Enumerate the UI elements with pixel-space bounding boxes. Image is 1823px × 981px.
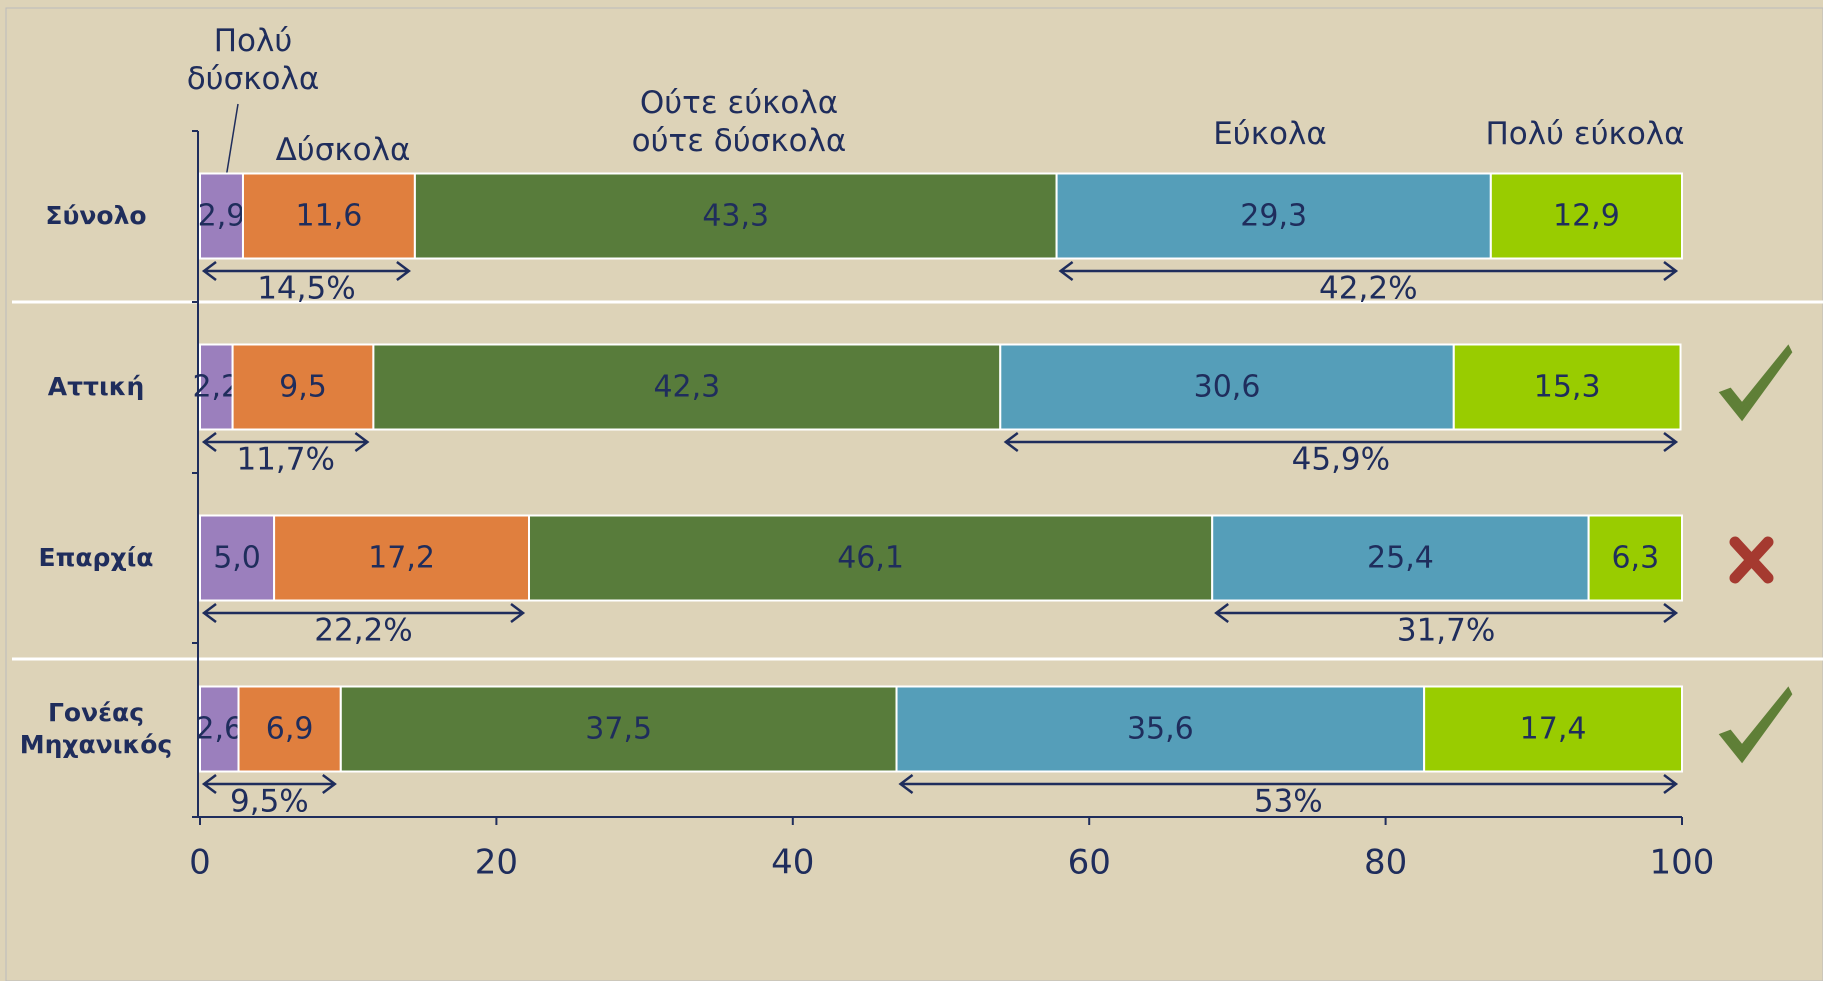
easy-arrow [1058, 261, 1679, 281]
difficult-arrow [201, 774, 337, 794]
value-label: 2,6 [195, 712, 243, 747]
x-tick-label: 100 [1650, 843, 1715, 883]
easy-arrow [898, 774, 1679, 794]
value-label: 37,5 [585, 712, 652, 747]
bar-segment [199, 172, 244, 260]
value-label: 17,2 [368, 541, 435, 576]
bar-segment [1587, 514, 1684, 602]
value-label: 35,6 [1127, 712, 1194, 747]
legend-label: Δύσκολα [275, 132, 411, 168]
value-label: 2,9 [198, 199, 246, 234]
value-label: 12,9 [1553, 199, 1620, 234]
total-label: 42,2% [1319, 271, 1417, 307]
category-label: Αττική [47, 372, 145, 401]
value-label: 25,4 [1367, 541, 1434, 576]
easy-arrow [1214, 603, 1679, 623]
total-label: 14,5% [257, 271, 355, 307]
legend-label: Πολύ δύσκολα [186, 23, 320, 97]
bar-segment [339, 685, 898, 773]
x-tick-label: 60 [1068, 843, 1111, 883]
legend-label: Ούτε εύκολα ούτε δύσκολα [631, 85, 847, 159]
bar-segment [199, 514, 276, 602]
bar-segment [1489, 172, 1684, 260]
bar-segment [528, 514, 1214, 602]
check-icon [1718, 344, 1793, 422]
frame [5, 7, 1823, 981]
bar-segment [1452, 343, 1682, 431]
value-label: 43,3 [702, 199, 769, 234]
x-tick-label: 20 [475, 843, 518, 883]
total-label: 11,7% [236, 442, 334, 478]
value-label: 9,5 [279, 370, 327, 405]
value-label: 17,4 [1520, 712, 1587, 747]
bar-segment [237, 685, 342, 773]
value-label: 5,0 [213, 541, 261, 576]
total-label: 53% [1254, 784, 1323, 820]
total-label: 9,5% [230, 784, 309, 820]
legend-label: Πολύ εύκολα [1485, 116, 1685, 152]
category-label: Γονέας Μηχανικός [19, 698, 173, 759]
difficult-arrow [201, 432, 370, 452]
bar-segment [999, 343, 1455, 431]
value-label: 46,1 [837, 541, 904, 576]
easy-arrow [1003, 432, 1679, 452]
check-icon [1718, 686, 1793, 764]
value-label: 15,3 [1534, 370, 1601, 405]
leader-line [224, 103, 239, 185]
category-label: Επαρχία [38, 543, 154, 572]
x-tick-label: 40 [771, 843, 814, 883]
value-label: 6,9 [266, 712, 314, 747]
bar-segment [1055, 172, 1492, 260]
bar-segment [895, 685, 1426, 773]
category-label: Σύνολο [45, 201, 147, 230]
value-label: 30,6 [1194, 370, 1261, 405]
bar-segment [231, 343, 375, 431]
total-label: 45,9% [1292, 442, 1390, 478]
legend-label: Εύκολα [1213, 116, 1327, 152]
value-label: 6,3 [1611, 541, 1659, 576]
x-tick-label: 80 [1364, 843, 1407, 883]
value-label: 29,3 [1240, 199, 1307, 234]
cross-icon [1729, 536, 1774, 584]
value-label: 42,3 [653, 370, 720, 405]
bar-segment [241, 172, 416, 260]
difficult-arrow [201, 603, 526, 623]
bar-segment [199, 343, 234, 431]
value-label: 11,6 [296, 199, 363, 234]
x-tick-label: 0 [189, 843, 211, 883]
total-label: 22,2% [314, 613, 412, 649]
total-label: 31,7% [1397, 613, 1495, 649]
bar-segment [1423, 685, 1683, 773]
difficult-arrow [201, 261, 411, 281]
bar-segment [372, 343, 1002, 431]
bar-segment [1211, 514, 1590, 602]
